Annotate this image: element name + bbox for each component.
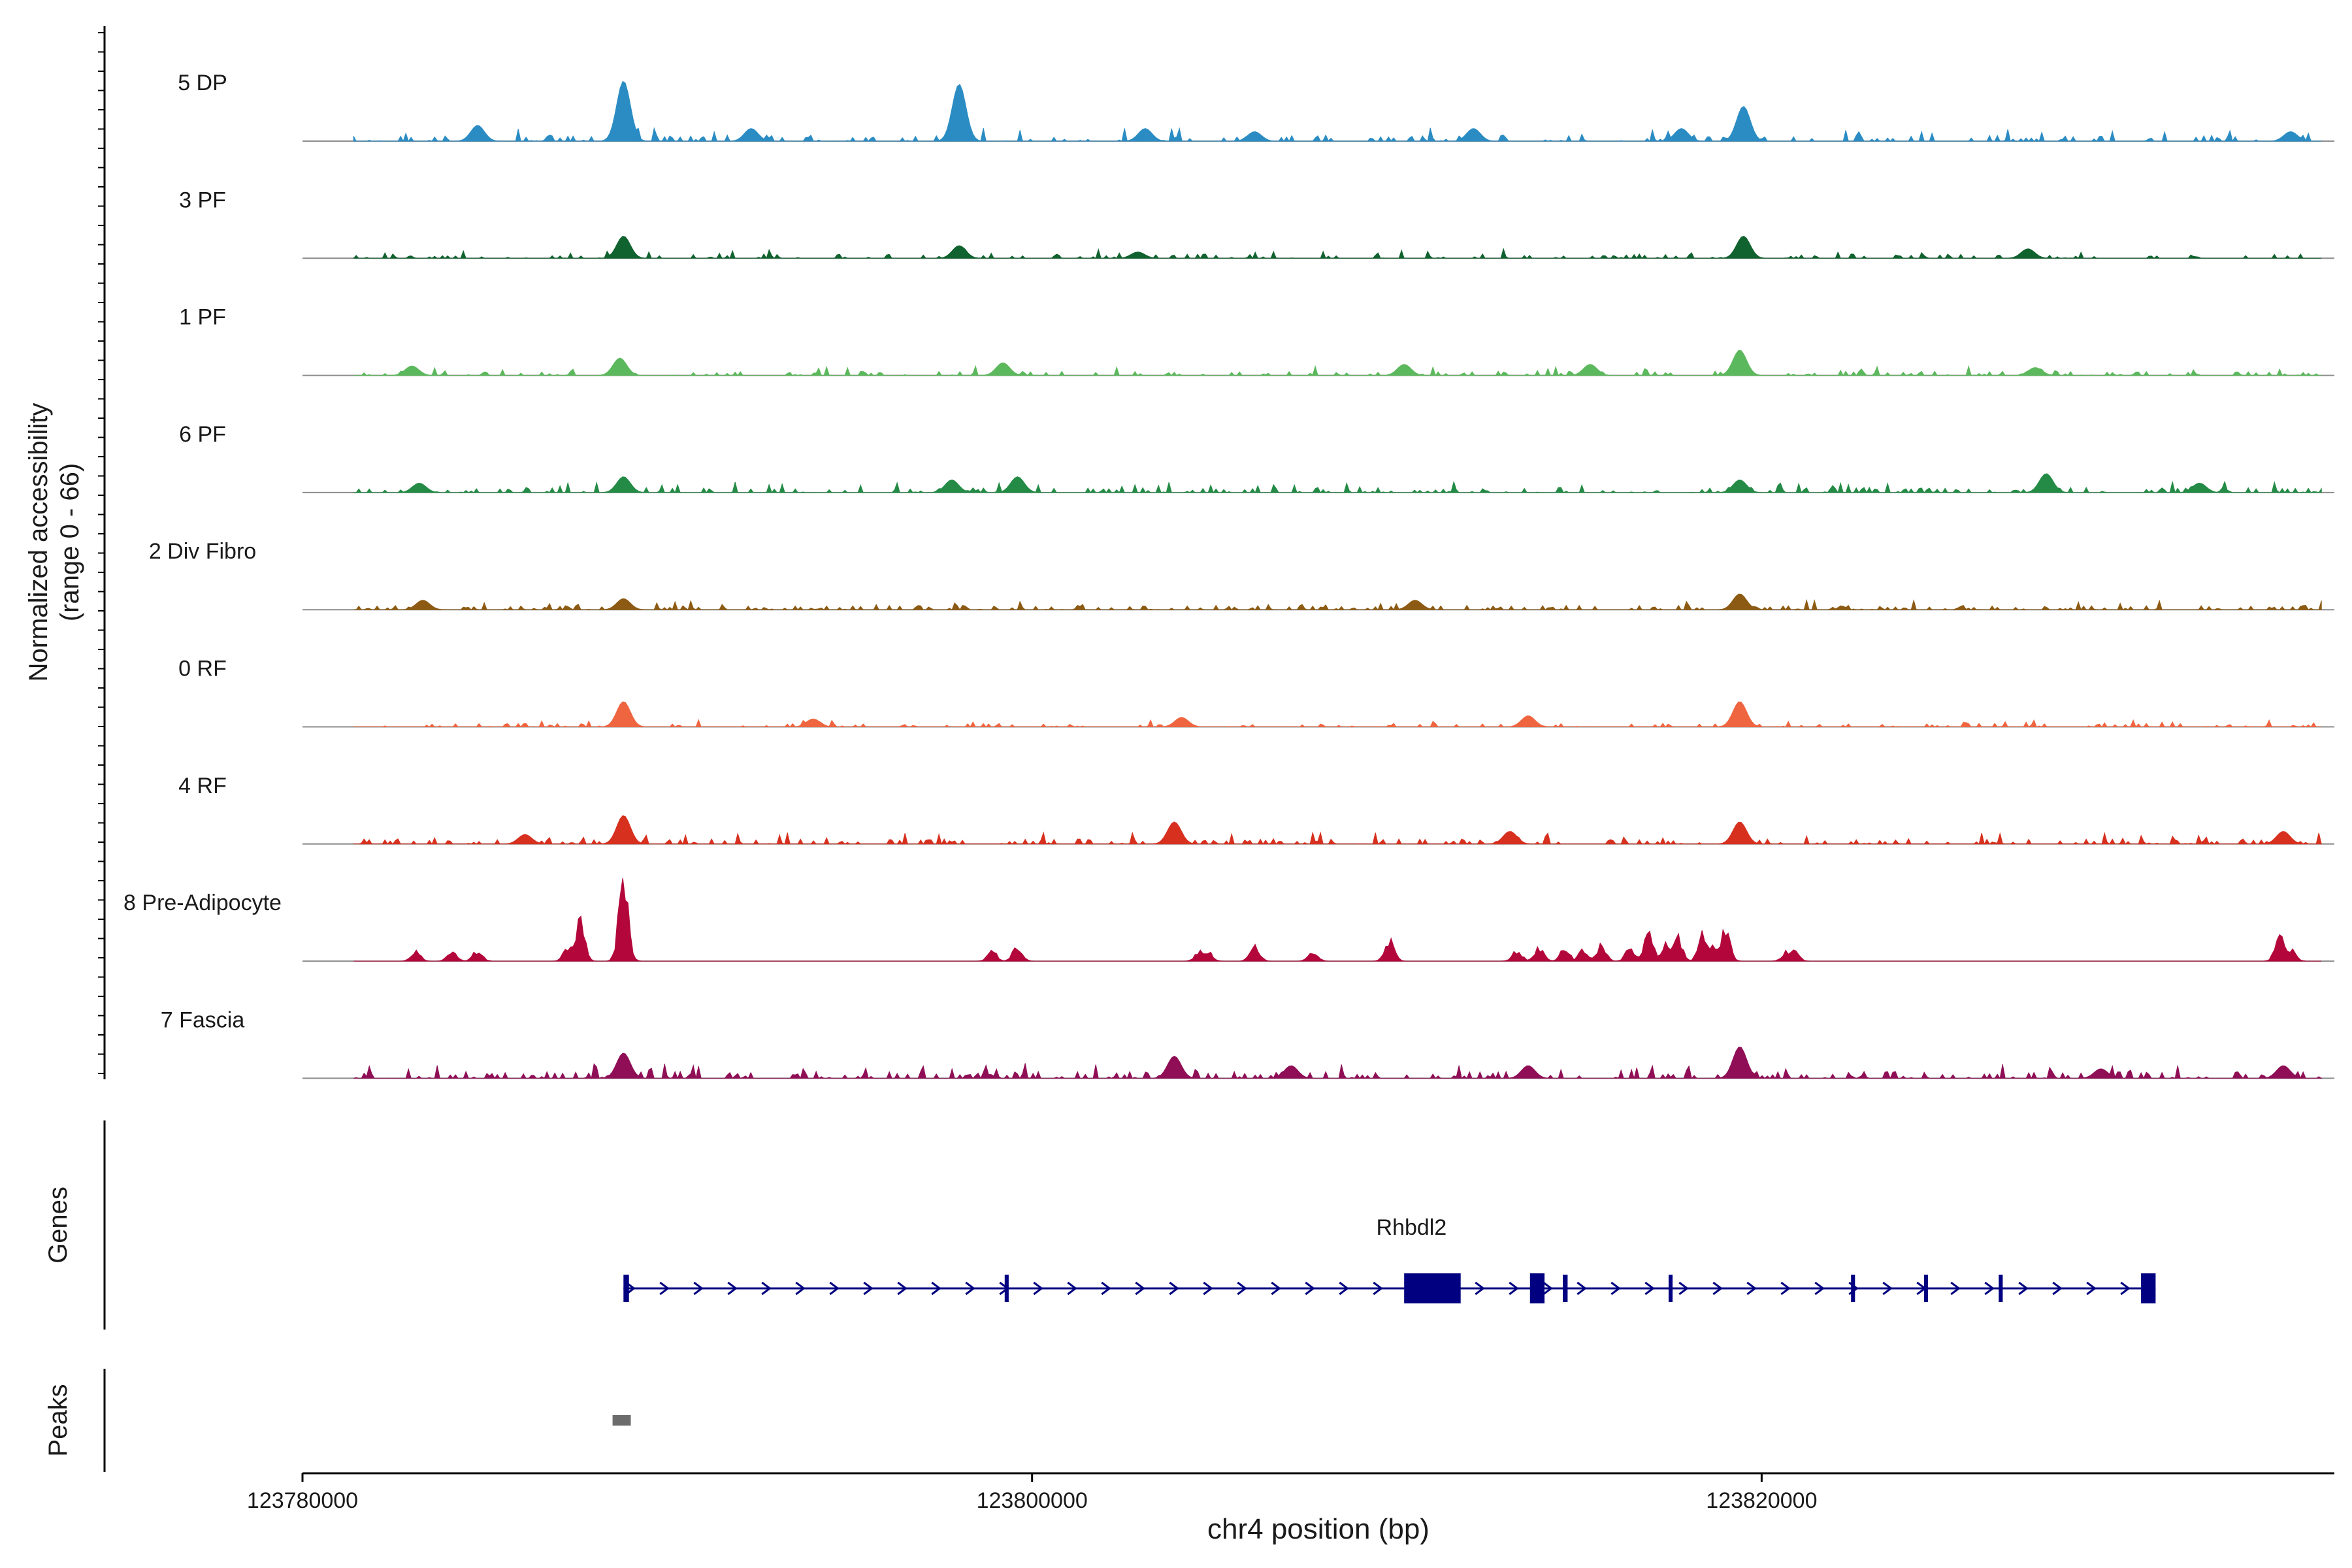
strand-arrow: [1135, 1281, 1145, 1296]
strand-arrow: [727, 1281, 738, 1296]
strand-arrow: [1746, 1281, 1757, 1296]
strand-arrow: [1678, 1281, 1689, 1296]
strand-arrow: [1373, 1281, 1383, 1296]
track-label: 3 PF: [179, 188, 226, 212]
track-5-dp: 5 DP: [178, 71, 2334, 142]
gene-exon: [1669, 1275, 1673, 1302]
track-4-rf: 4 RF: [178, 774, 2334, 845]
y-axis-label: Normalized accessibility: [24, 403, 53, 682]
strand-arrow: [761, 1281, 772, 1296]
strand-arrow: [795, 1281, 806, 1296]
strand-arrow: [931, 1281, 941, 1296]
strand-arrow: [1475, 1281, 1485, 1296]
strand-arrow: [863, 1281, 874, 1296]
strand-arrow: [1882, 1281, 1893, 1296]
track-coverage-area: [353, 815, 2322, 845]
strand-arrow: [1237, 1281, 1247, 1296]
gene-exon: [2141, 1273, 2156, 1303]
strand-arrow: [1576, 1281, 1587, 1296]
peak-regions: [612, 1415, 631, 1426]
strand-arrow: [1780, 1281, 1791, 1296]
strand-arrow: [1203, 1281, 1213, 1296]
track-coverage-area: [353, 473, 2322, 494]
track-label: 5 DP: [178, 71, 227, 95]
track-3-pf: 3 PF: [179, 188, 2334, 259]
genes-panel-label: Genes: [44, 1186, 73, 1264]
track-label: 1 PF: [179, 305, 226, 330]
strand-arrow: [2052, 1281, 2063, 1296]
strand-arrow: [2086, 1281, 2097, 1296]
track-6-pf: 6 PF: [179, 422, 2334, 494]
strand-arrow: [1950, 1281, 1961, 1296]
strand-arrow: [1814, 1281, 1825, 1296]
gene-exon: [1923, 1275, 1928, 1302]
strand-arrow: [2018, 1281, 2029, 1296]
track-coverage-area: [353, 877, 2322, 962]
y-axis-range-label: (range 0 - 66): [56, 463, 84, 621]
strand-arrow: [1305, 1281, 1315, 1296]
strand-arrow: [1984, 1281, 1995, 1296]
peaks-panel-label: Peaks: [44, 1384, 73, 1456]
track-0-rf: 0 RF: [178, 657, 2334, 728]
track-label: 0 RF: [178, 657, 227, 681]
strand-arrow: [1543, 1281, 1553, 1296]
track-coverage-area: [353, 350, 2322, 376]
x-tick-label: 123800000: [977, 1488, 1088, 1513]
strand-arrow: [1169, 1281, 1179, 1296]
track-label: 4 RF: [178, 774, 227, 798]
strand-arrow: [693, 1281, 704, 1296]
strand-arrow: [1610, 1281, 1621, 1296]
gene-exon: [1529, 1273, 1545, 1303]
strand-arrow: [965, 1281, 975, 1296]
strand-arrow: [1271, 1281, 1281, 1296]
coverage-y-axis: [98, 26, 106, 1079]
gene-exon: [623, 1275, 629, 1302]
gene-name-label: Rhbdl2: [1377, 1215, 1447, 1240]
gene-exon: [1851, 1275, 1855, 1302]
strand-arrow: [1712, 1281, 1723, 1296]
strand-arrow: [1033, 1281, 1043, 1296]
track-coverage-area: [353, 1047, 2323, 1080]
track-7-fascia: 7 Fascia: [161, 1007, 2334, 1080]
track-coverage-area: [353, 80, 2322, 142]
strand-arrow: [1101, 1281, 1111, 1296]
gene-model: Rhbdl2: [623, 1215, 2156, 1303]
x-tick-label: 123780000: [247, 1488, 358, 1513]
track-label: 6 PF: [179, 422, 226, 447]
strand-arrow: [1067, 1281, 1077, 1296]
strand-arrow: [1509, 1281, 1519, 1296]
track-label: 8 Pre-Adipocyte: [123, 890, 282, 915]
strand-arrow: [1644, 1281, 1655, 1296]
gene-exon: [1999, 1275, 2003, 1302]
peak-region: [612, 1415, 631, 1426]
track-coverage-area: [353, 235, 2322, 259]
strand-arrow: [2120, 1281, 2131, 1296]
coverage-tracks: 5 DP 3 PF 1 PF 6 PF 2 Div Fibro 0 RF 4 RF 8 Pre…: [123, 71, 2334, 1080]
track-8-pre-adipocyte: 8 Pre-Adipocyte: [123, 877, 2334, 962]
gene-exon: [1404, 1273, 1461, 1303]
strand-arrow: [1339, 1281, 1349, 1296]
track-coverage-area: [353, 701, 2322, 728]
x-axis-ticks: 123780000 123800000 123820000: [247, 1473, 1817, 1513]
strand-arrow: [897, 1281, 907, 1296]
strand-arrow: [659, 1281, 670, 1296]
strand-arrow: [829, 1281, 840, 1296]
x-axis-label: chr4 position (bp): [1207, 1513, 1429, 1545]
gene-exon: [1004, 1275, 1009, 1302]
gene-exon: [1563, 1275, 1568, 1302]
track-label: 7 Fascia: [161, 1007, 245, 1032]
track-coverage-area: [353, 593, 2322, 611]
track-1-pf: 1 PF: [179, 305, 2334, 376]
track-2-div-fibro: 2 Div Fibro: [149, 539, 2334, 611]
x-tick-label: 123820000: [1706, 1488, 1817, 1513]
track-label: 2 Div Fibro: [149, 539, 256, 564]
